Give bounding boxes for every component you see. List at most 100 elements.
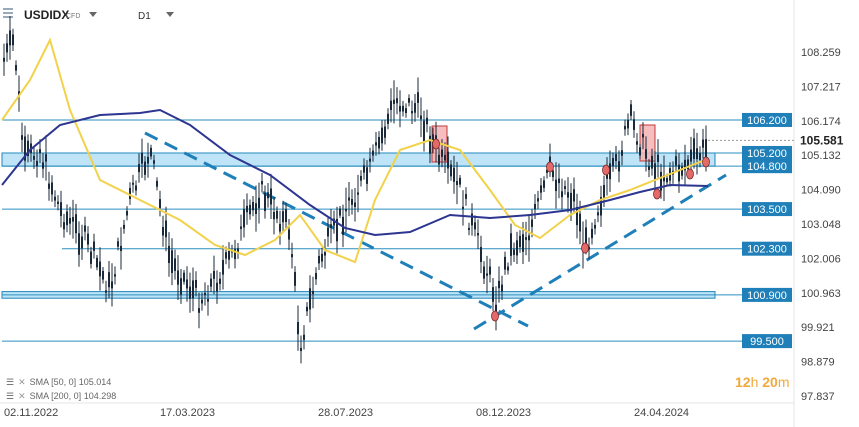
candle-body [159,199,161,209]
pivot-marker [581,242,589,254]
candle-body [312,291,314,294]
candle-body [654,163,656,180]
candle-body [516,240,518,256]
price-level-tag [742,241,792,256]
candle-body [405,108,407,114]
candle-body [633,119,635,130]
candle-body [450,164,452,177]
candle-body [639,147,641,156]
candle-body [324,252,326,256]
candle-body [270,188,272,205]
price-level-label: 100.900 [747,290,787,302]
candle-body [444,154,446,161]
candle-body [615,154,617,162]
candle-body [225,252,227,259]
candle-body [237,248,239,254]
candle-body [585,227,587,247]
candle-body [690,149,692,162]
candle-body [198,308,200,313]
candle-body [57,201,59,204]
candle-body [513,249,515,255]
candle-body [12,34,14,46]
candle-body [453,167,455,182]
candle-body [588,246,590,250]
candle-body [489,266,491,275]
candle-body [702,139,704,148]
candle-body [339,208,341,216]
candle-body [399,105,401,112]
candle-body [483,266,485,279]
price-level-label: 104.800 [747,161,787,173]
y-tick-label: 98.879 [801,357,835,369]
price-level-label: 106.200 [747,115,787,127]
candle-body [123,224,125,229]
pivot-marker [686,168,694,180]
candle-body [219,278,221,284]
candle-body [297,321,299,335]
candle-body [249,204,251,215]
sma-200-legend: ☰ ✕ SMA [200, 0] 104.298 [6,391,117,401]
candle-body [579,213,581,232]
candle-body [24,136,26,161]
candle-body [402,105,404,112]
sma-50-remove-icon[interactable]: ✕ [18,377,26,387]
price-level-tag [742,202,792,217]
candle-body [78,233,80,255]
candle-body [423,120,425,142]
candle-body [360,175,362,181]
timeframe-label[interactable]: D1 [138,11,151,22]
candle-body [300,347,302,352]
candle-body [273,212,275,220]
candle-body [594,224,596,229]
candle-body [192,280,194,299]
candle-body [189,286,191,299]
x-tick-label: 17.03.2023 [160,407,215,419]
candle-body [573,189,575,202]
sma-200-remove-icon[interactable]: ✕ [18,391,26,401]
candle-body [261,181,263,185]
candle-body [243,209,245,228]
candle-body [420,115,422,120]
candle-body [321,253,323,262]
candle-body [678,164,680,182]
candle-body [111,281,113,289]
candle-body [132,182,134,185]
candle-body [696,148,698,160]
candle-body [603,185,605,198]
symbol-dropdown-chevron-icon[interactable] [89,12,97,17]
candle-body [372,150,374,156]
candle-body [429,135,431,154]
candle-body [441,149,443,157]
candle-body [486,273,488,276]
candle-body [33,155,35,160]
candle-body [699,153,701,161]
candle-body [408,98,410,103]
candle-body [174,258,176,271]
candle-body [213,270,215,279]
candle-body [108,272,110,288]
candle-body [6,43,8,53]
candle-body [687,159,689,170]
candle-body [477,233,479,236]
symbol-name[interactable]: USDIDX [24,8,70,22]
candle-body [495,304,497,312]
candle-body [162,226,164,236]
drag-handle-icon[interactable] [3,6,15,20]
timeframe-dropdown-chevron-icon[interactable] [166,12,174,17]
resistance-trendline [144,131,529,328]
candle-body [636,141,638,145]
candle-body [396,98,398,104]
candle-body [657,154,659,162]
candle-body [21,135,23,140]
candle-body [207,299,209,302]
candle-body [555,179,557,192]
support-zone [1,152,716,167]
sma-50-line [1,37,706,264]
candle-body [426,117,428,125]
candle-body [600,197,602,216]
candle-body [621,150,623,156]
candle-body [546,169,548,173]
candle-body [120,245,122,251]
